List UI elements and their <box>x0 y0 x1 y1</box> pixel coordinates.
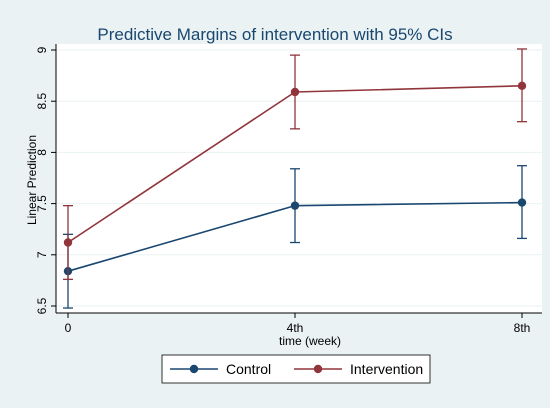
y-tick-label: 8.5 <box>35 93 49 110</box>
series-layer <box>63 48 527 309</box>
legend-marker <box>313 364 323 374</box>
series-control <box>63 165 527 309</box>
data-point <box>63 238 73 247</box>
x-tick-label: 4th <box>287 321 304 335</box>
legend-label: Control <box>226 361 271 377</box>
legend-marker <box>189 364 199 374</box>
data-point <box>517 81 527 91</box>
data-point <box>290 87 300 97</box>
legend-label: Intervention <box>350 361 423 377</box>
chart-title: Predictive Margins of intervention with … <box>97 25 452 44</box>
data-point <box>517 198 527 207</box>
legend: Control Intervention <box>161 354 431 384</box>
x-tick-label: 0 <box>65 321 72 335</box>
y-tick-label: 7.5 <box>35 195 49 212</box>
series-intervention <box>63 48 527 281</box>
x-tick-label: 8th <box>514 321 531 335</box>
y-tick-label: 8 <box>35 149 49 156</box>
data-point <box>290 201 300 210</box>
y-tick-label: 6.5 <box>35 297 49 314</box>
grid <box>56 49 542 307</box>
axes: 6.5 7 7.5 8 8.5 9 0 4th 8th <box>35 44 542 335</box>
y-axis-label: Linear Prediction <box>25 135 39 225</box>
x-axis-label: time (week) <box>279 334 341 348</box>
y-tick-label: 9 <box>35 46 49 53</box>
y-tick-label: 7 <box>35 251 49 258</box>
plot-area <box>56 44 542 313</box>
